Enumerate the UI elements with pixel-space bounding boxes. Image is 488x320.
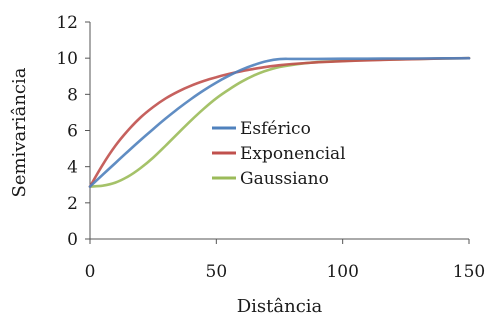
series-layer bbox=[88, 56, 471, 188]
x-tick-label: 150 bbox=[453, 262, 485, 282]
legend-label: Esférico bbox=[240, 119, 311, 139]
legend: Esférico Exponencial Gaussiano bbox=[212, 119, 346, 189]
x-tick-label: 100 bbox=[326, 262, 358, 282]
series-line-1 bbox=[88, 56, 471, 188]
y-tick-label: 8 bbox=[67, 85, 78, 105]
axes: 0 2 4 6 8 10 12 0 50 100 150 bbox=[56, 13, 485, 282]
y-tick-label: 0 bbox=[67, 230, 78, 250]
y-tick-label: 10 bbox=[56, 49, 78, 69]
y-tick-label: 12 bbox=[56, 13, 78, 33]
y-tick-label: 6 bbox=[67, 122, 78, 142]
x-tick-label: 50 bbox=[206, 262, 228, 282]
y-axis-title: Semivariância bbox=[9, 67, 30, 197]
y-tick-label: 4 bbox=[67, 158, 78, 178]
y-tick-label: 2 bbox=[67, 194, 78, 214]
legend-label: Gaussiano bbox=[240, 169, 329, 189]
x-tick-label: 0 bbox=[85, 262, 96, 282]
legend-label: Exponencial bbox=[240, 144, 346, 164]
x-axis-title: Distância bbox=[237, 296, 323, 317]
